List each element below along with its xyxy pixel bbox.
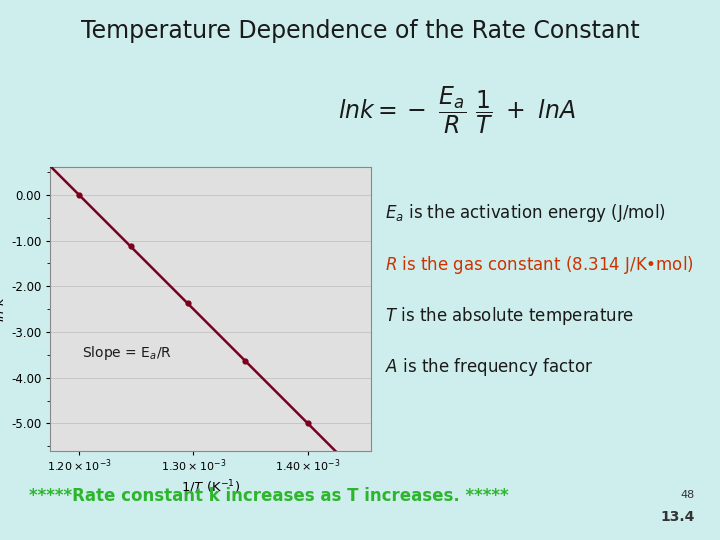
Point (182, 299, 194, 308)
Text: Temperature Dependence of the Rate Constant: Temperature Dependence of the Rate Const… (81, 19, 639, 43)
Text: $\mathit{ln}k = -\ \dfrac{E_a}{R}\ \dfrac{1}{T}\ +\ \mathit{ln}A$: $\mathit{ln}k = -\ \dfrac{E_a}{R}\ \dfra… (338, 85, 576, 137)
Y-axis label: ln $\it{k}$: ln $\it{k}$ (0, 296, 6, 322)
Point (73, 191, 85, 199)
Text: $\mathit{E}_a$ is the activation energy (J/mol): $\mathit{E}_a$ is the activation energy … (385, 202, 666, 224)
X-axis label: 1/$\it{T}$ (K$^{-1}$): 1/$\it{T}$ (K$^{-1}$) (181, 478, 240, 496)
Point (239, 356, 251, 365)
Text: 13.4: 13.4 (660, 510, 695, 524)
Point (125, 242, 136, 251)
Text: 48: 48 (680, 489, 695, 500)
Point (302, 419, 314, 428)
Text: $\mathit{A}$ is the frequency factor: $\mathit{A}$ is the frequency factor (385, 356, 593, 378)
Text: $\mathit{T}$ is the absolute temperature: $\mathit{T}$ is the absolute temperature (385, 305, 634, 327)
Text: Slope = E$_a$/R: Slope = E$_a$/R (82, 345, 172, 362)
Text: *****Rate constant k increases as T increases. *****: *****Rate constant k increases as T incr… (29, 487, 508, 505)
Text: $\mathit{R}$ is the gas constant (8.314 J/K•mol): $\mathit{R}$ is the gas constant (8.314 … (385, 254, 694, 275)
